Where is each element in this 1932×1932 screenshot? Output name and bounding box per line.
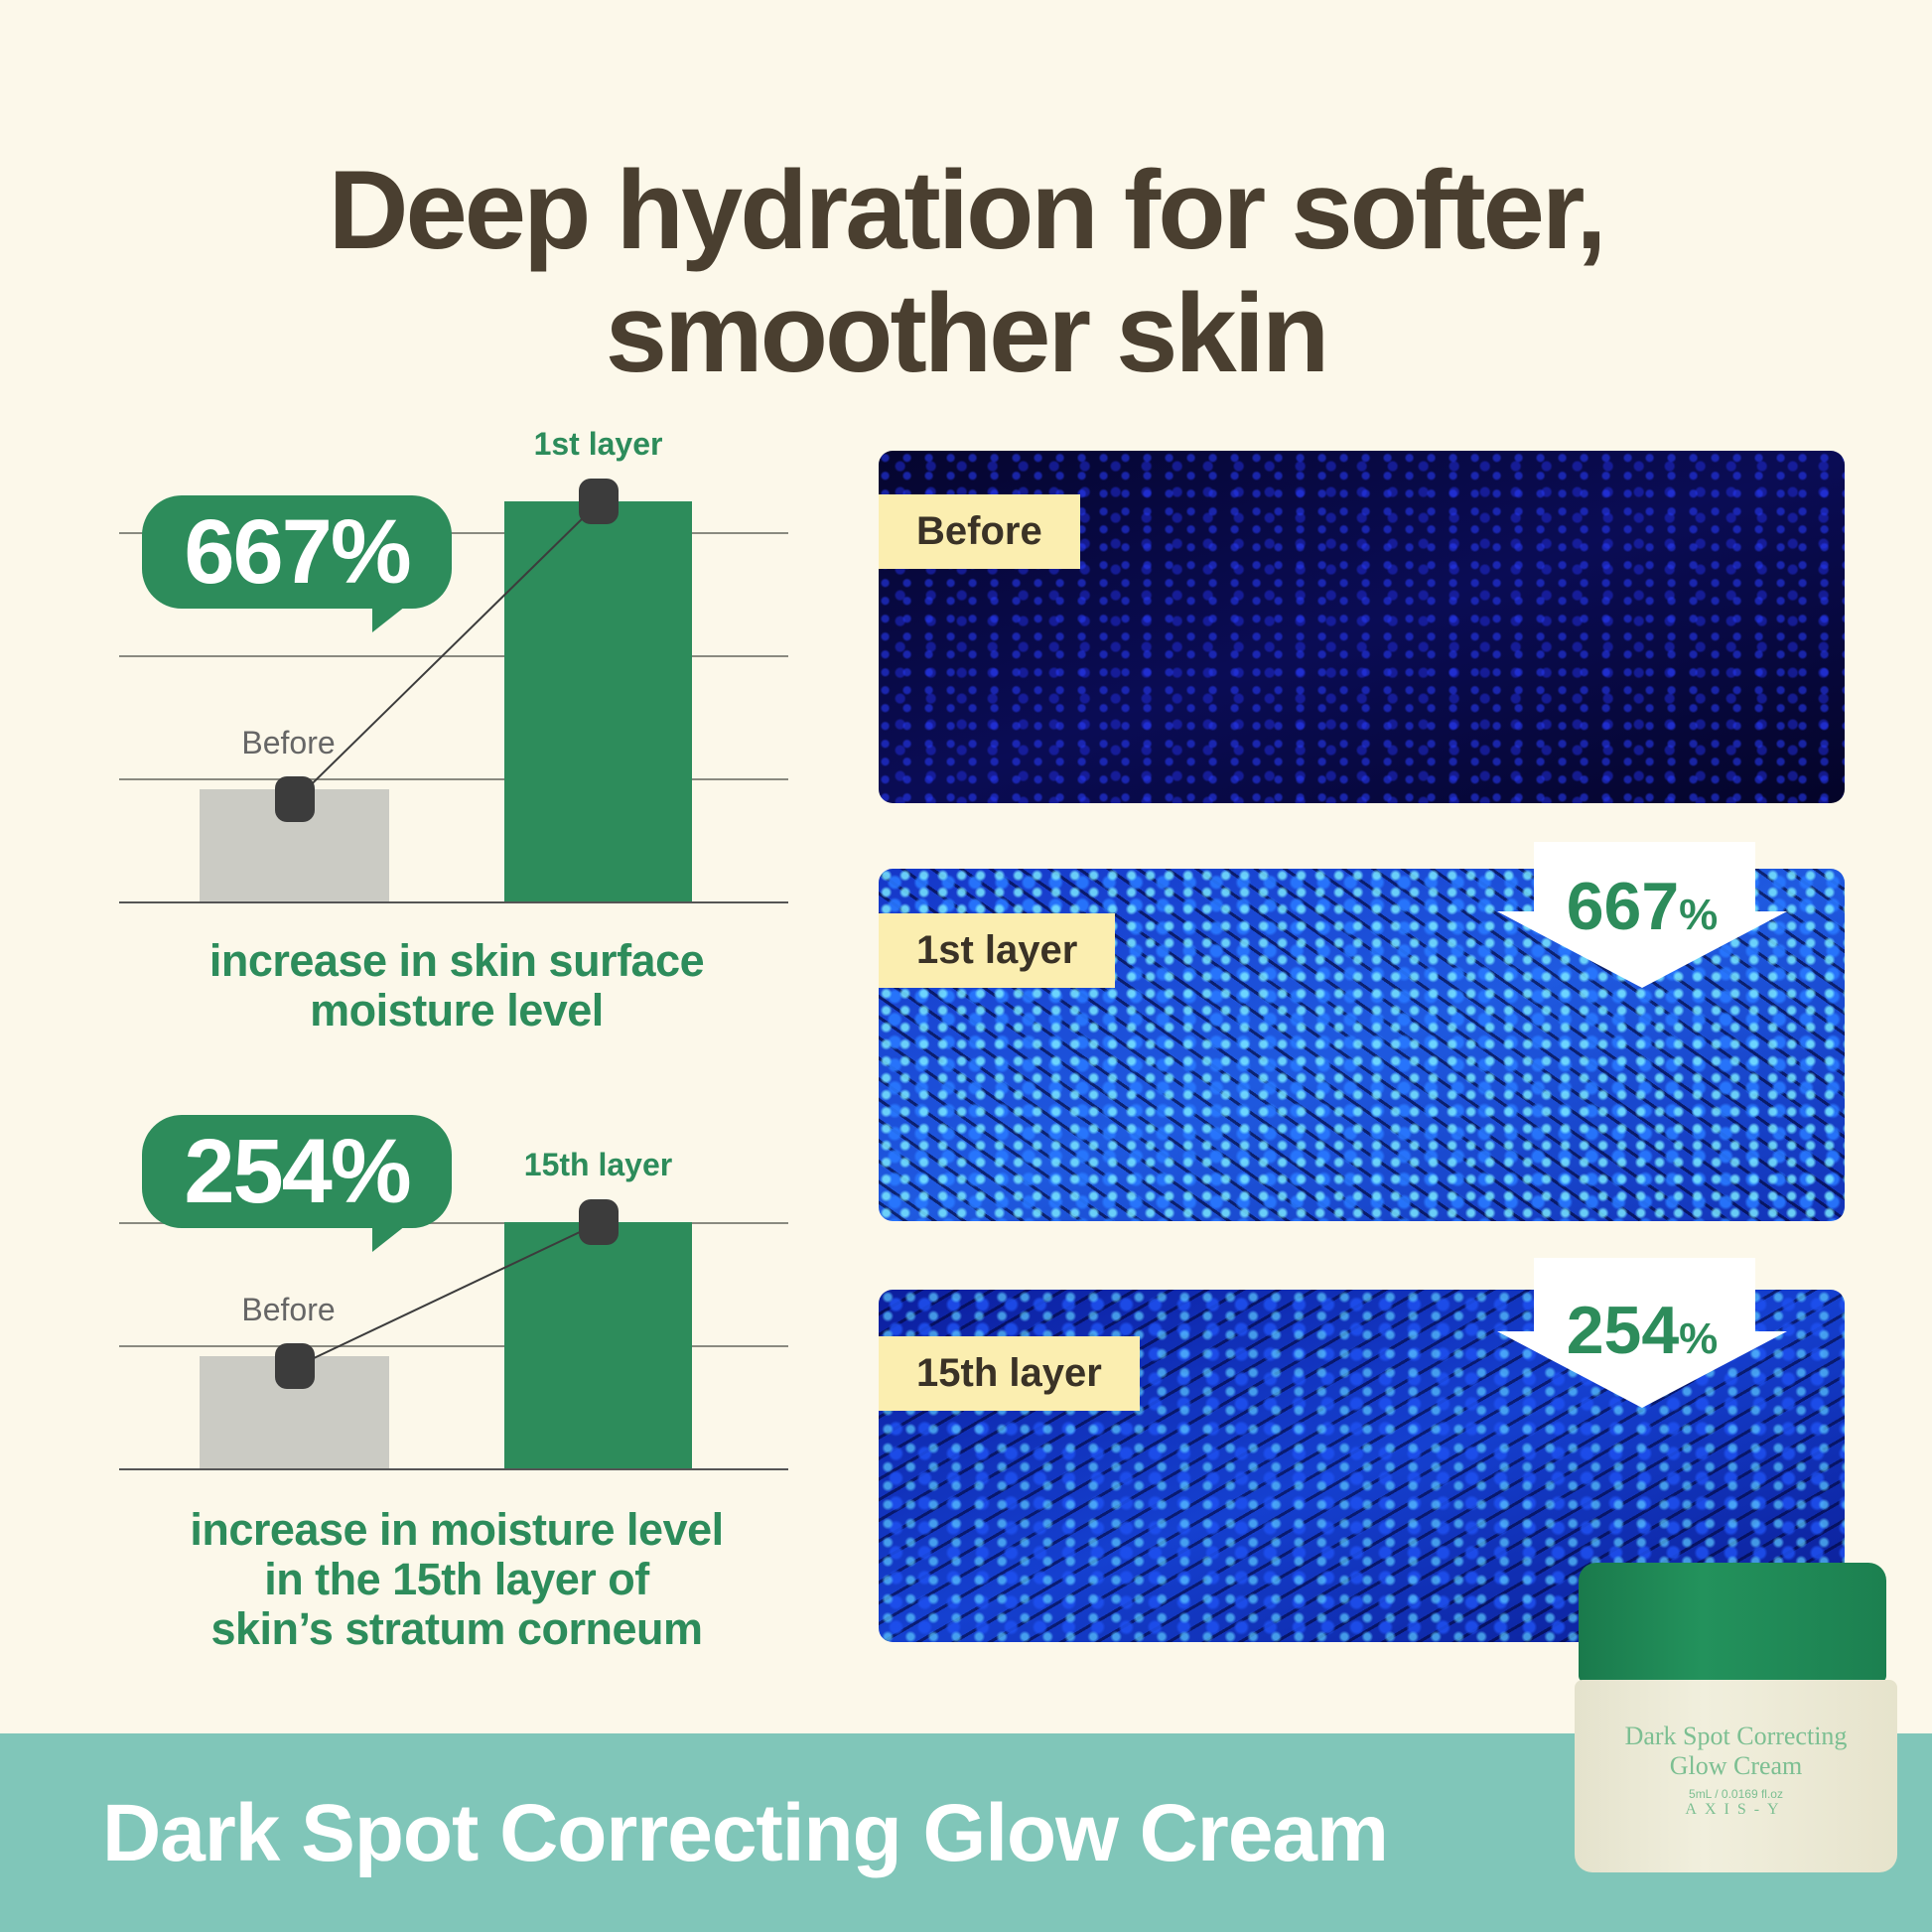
jar-text-line2: Glow Cream xyxy=(1669,1751,1803,1780)
caption-line: skin’s stratum corneum xyxy=(210,1603,704,1654)
jar-brand: AXIS-Y xyxy=(1685,1801,1787,1818)
title-line-2: smoother skin xyxy=(605,271,1330,395)
gridline xyxy=(119,1345,788,1347)
jar-cap xyxy=(1579,1563,1886,1682)
panel-label-15th-layer: 15th layer xyxy=(879,1336,1140,1411)
x-axis-baseline xyxy=(119,1468,788,1470)
product-name: Dark Spot Correcting Glow Cream xyxy=(102,1788,1389,1878)
jar-volume: 5mL / 0.0169 fl.oz xyxy=(1689,1787,1783,1801)
panel-label-1st-layer: 1st layer xyxy=(879,913,1116,988)
increase-bubble: 254% xyxy=(142,1115,452,1252)
gridline xyxy=(119,778,788,780)
data-point-marker-1 xyxy=(578,479,619,524)
caption-line: moisture level xyxy=(310,985,604,1035)
arrow-value-667: 667% xyxy=(1566,869,1719,944)
data-point-marker-0 xyxy=(274,776,315,823)
chart-caption: increase in moisture level in the 15th la… xyxy=(109,1505,804,1654)
gridline xyxy=(119,655,788,657)
chart-caption: increase in skin surface moisture level xyxy=(109,936,804,1035)
down-arrow-icon: 254% xyxy=(1497,1258,1787,1408)
category-label-after: 15th layer xyxy=(523,1147,673,1182)
caption-line: in the 15th layer of xyxy=(264,1554,649,1604)
data-point-marker-1 xyxy=(578,1199,619,1245)
increase-bubble: 667% xyxy=(142,495,452,632)
category-label-before: Before xyxy=(241,725,336,761)
bar-after xyxy=(504,1222,692,1468)
microscope-image-1st-layer: 1st layer xyxy=(879,869,1845,1221)
category-label-before: Before xyxy=(241,1292,336,1328)
microscope-image-before: Before xyxy=(879,451,1845,803)
down-arrow-icon: 667% xyxy=(1497,842,1787,991)
x-axis-baseline xyxy=(119,901,788,903)
title-line-1: Deep hydration for softer, xyxy=(328,148,1607,272)
product-jar-image: Dark Spot Correcting Glow Cream 5mL / 0.… xyxy=(1575,1563,1897,1872)
caption-line: increase in moisture level xyxy=(190,1504,724,1555)
caption-line: increase in skin surface xyxy=(208,935,705,986)
arrow-value-254: 254% xyxy=(1566,1293,1719,1368)
category-label-after: 1st layer xyxy=(533,426,663,462)
page-title: Deep hydration for softer, smoother skin xyxy=(0,149,1932,395)
jar-text-line1: Dark Spot Correcting xyxy=(1624,1722,1848,1750)
jar-label: Dark Spot Correcting Glow Cream 5mL / 0.… xyxy=(1575,1680,1897,1872)
panel-label-before: Before xyxy=(879,494,1080,569)
gridline xyxy=(119,1222,788,1224)
gridline xyxy=(119,532,788,534)
bar-after xyxy=(504,501,692,901)
data-point-marker-0 xyxy=(274,1343,315,1390)
